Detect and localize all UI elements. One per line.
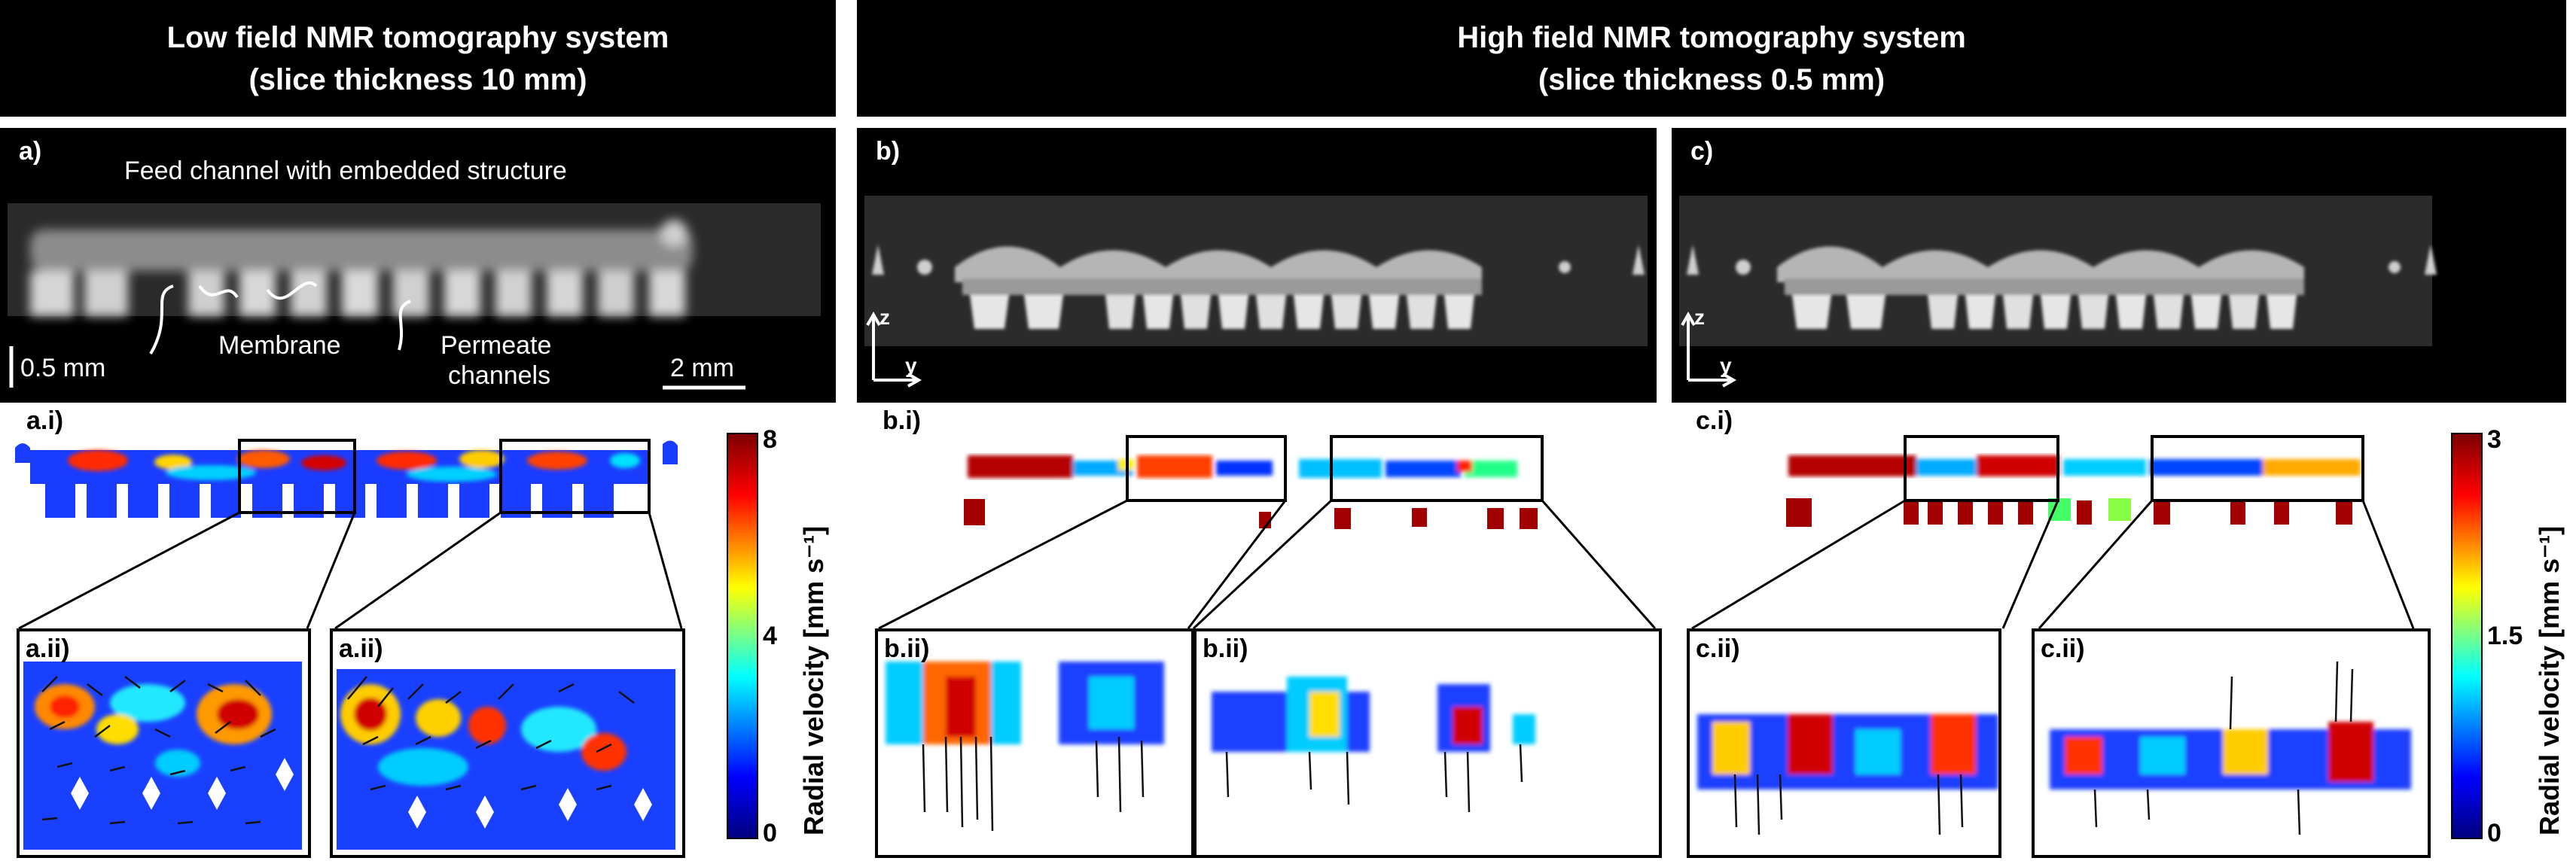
panel-bii-right-graphic [1212,677,1535,813]
panel-b-axis-z: z [879,306,890,329]
panel-bii-left-label: b.ii) [884,634,930,663]
feed-channel-annotation: Feed channel with embedded structure [124,157,567,185]
panel-bii-left-graphic [886,662,1164,832]
panel-cii-left-label: c.ii) [1696,634,1740,663]
header-high-field-line2: (slice thickness 0.5 mm) [1538,62,1886,96]
panel-aii-right-graphic [337,669,675,850]
panel-ai-velocity-map [15,439,683,630]
permeate-annotation-line1: Permeate [441,331,552,360]
colorbar-high-max: 3 [2487,425,2501,454]
panel-c-label: c) [1690,137,1714,166]
colorbar-low [727,433,758,839]
panel-ci-label: c.i) [1696,406,1733,435]
colorbar-low-gradient [728,434,757,838]
header-high-field: High field NMR tomography system (slice … [857,0,2566,117]
colorbar-high-title: Radial velocity [mm s⁻¹] [2534,525,2565,835]
colorbar-low-min: 0 [763,819,777,847]
panel-aii-left: a.ii) [17,628,311,858]
panel-ai-label: a.i) [26,406,64,435]
panel-b-mri-graphic [864,196,1648,388]
panel-c-mri-graphic [1679,196,2437,388]
panel-aii-right-label: a.ii) [339,634,383,663]
panel-bii-right-label: b.ii) [1203,634,1248,663]
header-low-field-line2: (slice thickness 10 mm) [248,62,587,96]
colorbar-high-gradient [2453,434,2481,838]
panel-cii-right: c.ii) [2032,628,2431,858]
panel-bi-velocity-map [878,435,1657,630]
colorbar-low-title: Radial velocity [mm s⁻¹] [798,525,829,835]
scalebar-horizontal-label: 2 mm [670,354,734,382]
panel-c-axis-y: y [1720,354,1732,377]
panel-cii-left: c.ii) [1687,628,2001,858]
colorbar-low-mid: 4 [763,622,777,650]
panel-ci-velocity-map [1691,435,2415,630]
colorbar-high-min: 0 [2487,819,2501,847]
panel-b-label: b) [876,137,901,166]
panel-a-channel-blobs [30,220,693,316]
header-high-field-line1: High field NMR tomography system [1457,20,1966,54]
colorbar-low-max: 8 [763,425,777,454]
panel-b-axis-y: y [905,354,917,377]
panel-aii-right: a.ii) [330,628,685,858]
panel-bi-label: b.i) [883,406,921,435]
panel-a-image: a) Feed channel with embedded structure … [0,128,836,403]
panel-c-image: c) z y [1672,128,2566,403]
panel-b-image: b) z y [857,128,1657,403]
colorbar-high-mid: 1.5 [2487,622,2523,650]
panel-cii-right-graphic [2050,661,2411,835]
scalebar-vertical-label: 0.5 mm [20,354,106,382]
permeate-annotation-line2: channels [448,361,551,390]
panel-aii-left-label: a.ii) [26,634,70,663]
membrane-annotation: Membrane [218,331,341,360]
panel-a-mri-graphic [8,203,821,390]
panel-bii-left: b.ii) [875,628,1194,858]
panel-a-label: a) [19,137,42,166]
panel-c-axis-z: z [1694,306,1705,329]
header-low-field: Low field NMR tomography system (slice t… [0,0,836,117]
colorbar-high [2451,433,2483,839]
panel-aii-left-graphic [23,662,302,850]
header-low-field-line1: Low field NMR tomography system [166,20,669,54]
panel-bii-right: b.ii) [1193,628,1662,858]
panel-cii-left-graphic [1697,714,1998,835]
panel-cii-right-label: c.ii) [2041,634,2085,663]
